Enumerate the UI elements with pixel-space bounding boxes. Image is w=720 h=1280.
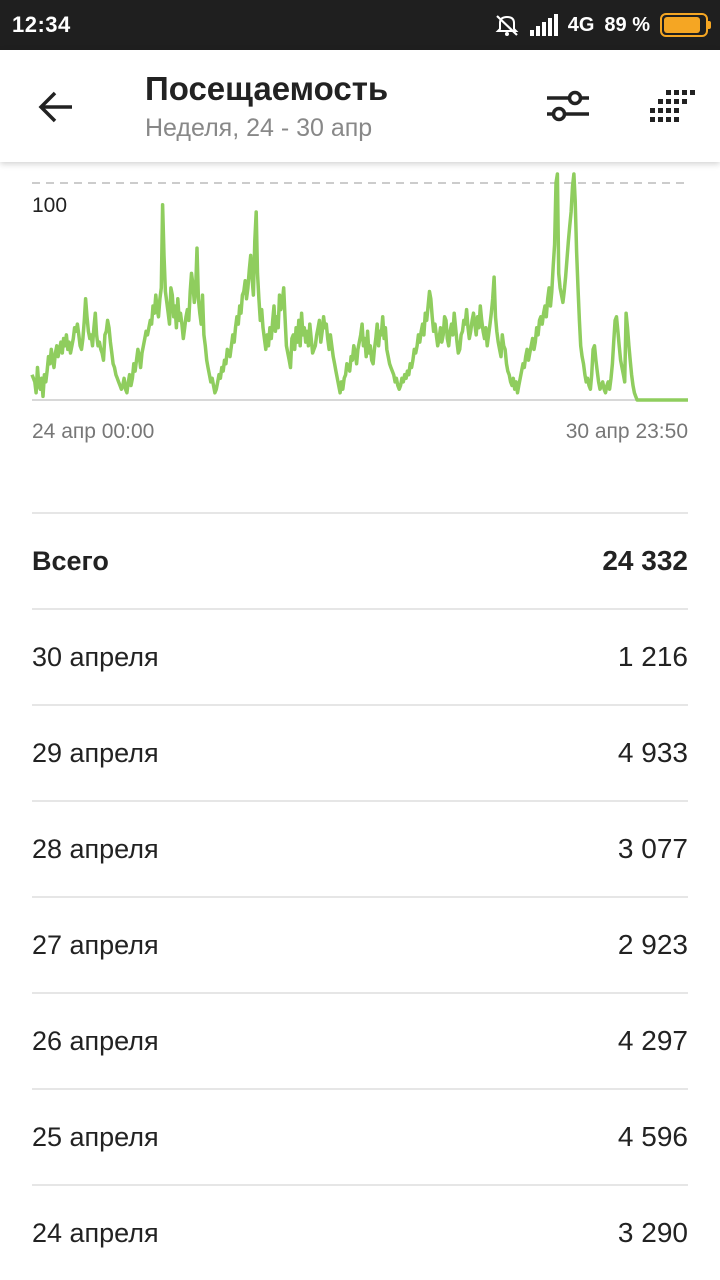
status-time: 12:34 — [12, 12, 71, 37]
battery-percent: 89 % — [604, 13, 650, 36]
network-type: 4G — [567, 13, 595, 36]
row-label: 28 апреля — [32, 833, 159, 864]
chart-svg — [30, 172, 689, 402]
status-bar: 12:34 4G 89 % — [0, 0, 720, 50]
total-row[interactable]: Всего 24 332 — [32, 512, 688, 608]
status-icons: 4G 89 % — [494, 13, 711, 37]
mute-icon — [494, 13, 520, 37]
row-label: 29 апреля — [32, 737, 159, 768]
day-row[interactable]: 24 апреля 3 290 — [32, 1184, 688, 1280]
stats-list: Всего 24 332 30 апреля 1 216 29 апреля 4 933 2… — [32, 512, 688, 1280]
day-row[interactable]: 25 апреля 4 596 — [32, 1088, 688, 1184]
row-label: 25 апреля — [32, 1121, 159, 1152]
row-value: 3 077 — [617, 833, 688, 864]
row-label: 26 апреля — [32, 1025, 159, 1056]
grid-icon — [650, 90, 695, 122]
row-label: 27 апреля — [32, 929, 159, 960]
row-value: 4 596 — [617, 1121, 688, 1152]
battery-fill — [664, 17, 700, 33]
x-start-label: 24 апр 00:00 — [32, 420, 155, 443]
row-value: 4 933 — [617, 737, 688, 768]
battery-icon — [660, 13, 711, 37]
row-value: 2 923 — [617, 929, 688, 960]
row-label: 24 апреля — [32, 1217, 159, 1248]
day-row[interactable]: 28 апреля 3 077 — [32, 800, 688, 896]
day-row[interactable]: 29 апреля 4 933 — [32, 704, 688, 800]
row-value: 1 216 — [617, 641, 688, 672]
y-tick-label: 100 — [32, 194, 68, 217]
visits-chart[interactable]: 100 24 апр 00:00 30 апр 23:50 — [0, 162, 720, 462]
row-label: 30 апреля — [32, 641, 159, 672]
page-subtitle: Неделя, 24 - 30 апр — [145, 114, 373, 142]
day-row[interactable]: 27 апреля 2 923 — [32, 896, 688, 992]
x-end-label: 30 апр 23:50 — [565, 420, 688, 443]
page-title: Посещаемость — [145, 70, 389, 107]
filter-button[interactable] — [540, 86, 596, 126]
back-arrow-icon — [38, 91, 72, 123]
back-button[interactable] — [30, 86, 82, 128]
grid-button[interactable] — [644, 86, 700, 126]
app-bar: Посещаемость Неделя, 24 - 30 апр — [0, 50, 720, 162]
day-row[interactable]: 26 апреля 4 297 — [32, 992, 688, 1088]
row-label: Всего — [32, 545, 109, 576]
row-value: 4 297 — [617, 1025, 688, 1056]
visits-line — [30, 172, 689, 402]
row-value: 3 290 — [617, 1217, 688, 1248]
filter-icon — [547, 90, 589, 122]
signal-icon — [529, 14, 558, 36]
row-value: 24 332 — [602, 545, 688, 576]
day-row[interactable]: 30 апреля 1 216 — [32, 608, 688, 704]
